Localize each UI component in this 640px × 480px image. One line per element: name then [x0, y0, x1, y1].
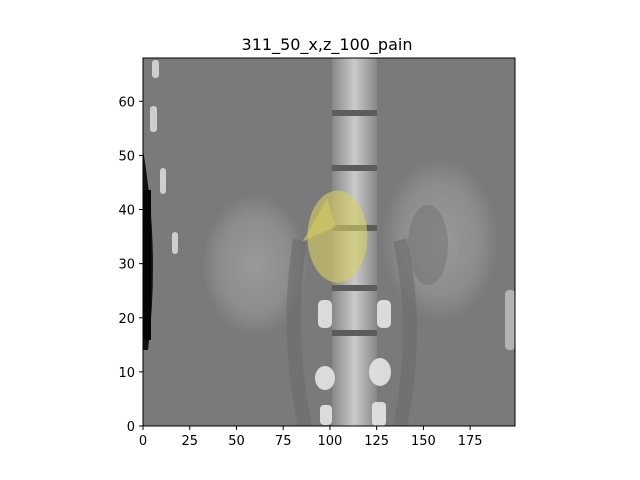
x-tick-label: 150 — [411, 434, 436, 449]
x-tick-label: 175 — [458, 434, 483, 449]
y-axis: 0 10 20 30 40 50 60 — [118, 95, 143, 435]
y-tick-label: 10 — [118, 366, 135, 381]
y-tick-label: 30 — [118, 258, 135, 273]
y-tick-label: 0 — [127, 420, 135, 435]
x-axis: 0 25 50 75 100 125 150 175 — [139, 426, 483, 449]
x-tick-label: 100 — [318, 434, 343, 449]
y-tick-label: 40 — [118, 204, 135, 219]
y-tick-label: 20 — [118, 312, 135, 327]
segmentation-overlay — [302, 190, 368, 283]
y-tick-label: 50 — [118, 149, 135, 164]
x-tick-label: 125 — [364, 434, 389, 449]
plot-title: 311_50_x,z_100_pain — [242, 35, 413, 55]
x-tick-label: 0 — [139, 434, 147, 449]
overlay-wing — [302, 198, 336, 242]
overlay-region — [307, 190, 368, 283]
x-tick-label: 25 — [181, 434, 198, 449]
axes-frame — [142, 57, 516, 427]
x-tick-label: 75 — [275, 434, 292, 449]
y-tick-label: 60 — [118, 95, 135, 110]
x-tick-label: 50 — [228, 434, 245, 449]
